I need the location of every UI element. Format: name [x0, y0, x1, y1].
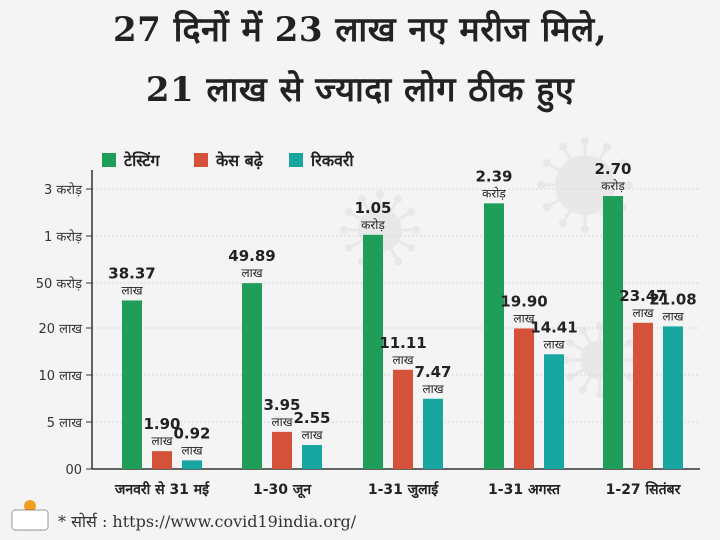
- data-label-value: 2.70: [594, 160, 631, 178]
- data-label-unit: लाख: [632, 306, 653, 320]
- chart-title-line-2: 21 लाख से ज्यादा लोग ठीक हुए: [145, 70, 575, 110]
- bar: [152, 451, 172, 469]
- legend-label: केस बढ़े: [215, 151, 264, 170]
- legend-swatch: [102, 153, 116, 167]
- data-label-unit: लाख: [513, 311, 534, 325]
- data-label-unit: करोड़: [482, 186, 506, 200]
- data-label-unit: लाख: [181, 443, 202, 457]
- data-label-value: 2.55: [293, 409, 330, 427]
- data-label-value: 19.90: [500, 292, 547, 310]
- bar: [302, 445, 322, 469]
- data-label-unit: लाख: [271, 415, 292, 429]
- data-label-unit: करोड़: [601, 179, 625, 193]
- data-label-value: 7.47: [414, 363, 451, 381]
- y-tick-label: 1 करोड़: [44, 229, 83, 245]
- data-label-value: 3.95: [263, 396, 300, 414]
- bar: [393, 369, 413, 469]
- bar: [363, 234, 383, 469]
- data-label-unit: लाख: [151, 434, 172, 448]
- bar: [633, 322, 653, 469]
- data-label-unit: लाख: [241, 266, 262, 280]
- bar: [122, 300, 142, 469]
- bar: [242, 283, 262, 469]
- virus-illustration: [340, 190, 420, 270]
- x-tick-label: 1-31 जुलाई: [368, 481, 439, 499]
- legend-label: टेस्टिंग: [123, 151, 160, 170]
- legend-swatch: [194, 153, 208, 167]
- data-label-value: 38.37: [108, 264, 155, 282]
- x-tick-label: 1-27 सितंबर: [606, 481, 682, 498]
- dainik-bhaskar-logo: [10, 496, 50, 532]
- legend-label: रिकवरी: [310, 151, 354, 170]
- data-label-unit: लाख: [543, 337, 564, 351]
- data-label-value: 11.11: [379, 334, 426, 352]
- bar: [182, 460, 202, 469]
- data-label-unit: लाख: [121, 283, 142, 297]
- data-label-value: 0.92: [173, 424, 210, 442]
- bar: [423, 398, 443, 469]
- chart-title-line-1: 27 दिनों में 23 लाख नए मरीज मिले,: [113, 10, 607, 50]
- y-tick-label: 5 लाख: [47, 416, 83, 431]
- x-tick-label: 1-30 जून: [253, 482, 312, 499]
- data-label-unit: लाख: [301, 428, 322, 442]
- y-tick-label: 10 लाख: [39, 369, 83, 384]
- y-tick-label: 20 लाख: [39, 322, 83, 337]
- data-label-value: 21.08: [649, 290, 696, 308]
- bar: [544, 354, 564, 469]
- x-tick-label: 1-31 अगस्त: [488, 482, 561, 498]
- bar: [484, 203, 504, 469]
- data-label-value: 14.41: [530, 318, 577, 336]
- data-label-unit: लाख: [392, 353, 413, 367]
- x-tick-label: जनवरी से 31 मई: [114, 481, 210, 498]
- source-note: * सोर्स : https://www.covid19india.org/: [58, 512, 357, 531]
- y-tick-label: 3 करोड़: [44, 182, 83, 198]
- bar: [663, 326, 683, 469]
- data-label-value: 2.39: [475, 167, 512, 185]
- data-label-unit: लाख: [662, 309, 683, 323]
- data-label-value: 1.05: [354, 199, 391, 217]
- bar: [603, 196, 623, 470]
- bar: [514, 328, 534, 469]
- data-label-value: 1.90: [143, 415, 180, 433]
- data-label-value: 23.47: [619, 287, 666, 305]
- data-label-unit: करोड़: [361, 218, 385, 232]
- bar: [272, 431, 292, 469]
- legend-swatch: [289, 153, 303, 167]
- y-tick-label: 50 करोड़: [36, 276, 83, 292]
- data-label-value: 49.89: [228, 247, 275, 265]
- y-tick-label: 00: [65, 463, 82, 478]
- data-label-unit: लाख: [422, 382, 443, 396]
